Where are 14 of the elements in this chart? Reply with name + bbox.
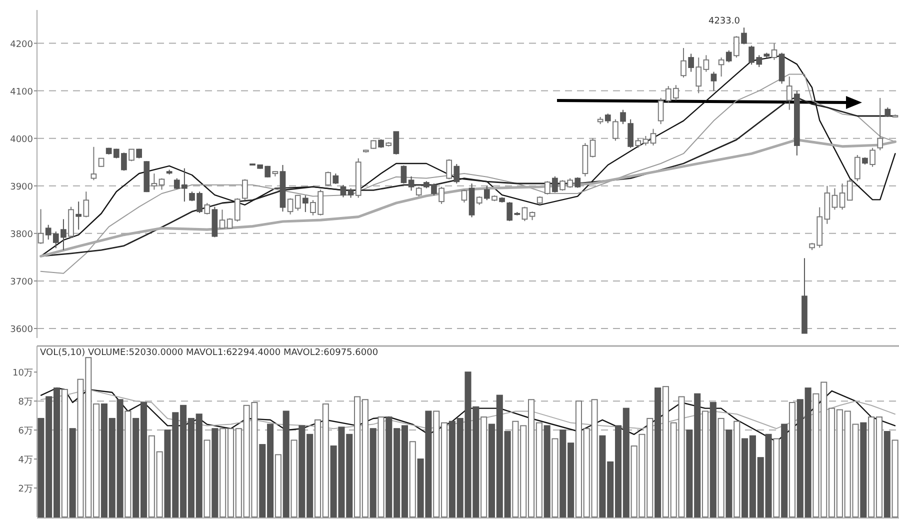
- y-tick-label: 2万: [18, 484, 33, 495]
- y-tick-label: 3600: [10, 324, 34, 335]
- y-tick-label: 3800: [10, 230, 34, 240]
- chart-title: VOL(5,10) VOLUME:52030.0000 MAVOL1:62294.4000 MAVOL2:60975.6000: [40, 348, 378, 358]
- y-tick-label: 8万: [18, 398, 33, 408]
- y-tick-label: 3900: [10, 182, 34, 192]
- y-tick-label: 4000: [10, 134, 34, 145]
- y-tick-label: 10万: [12, 368, 33, 379]
- y-tick-label: 4万: [18, 456, 33, 466]
- annotation: 4233.0: [708, 16, 740, 27]
- y-tick-label: 4100: [10, 87, 34, 98]
- y-tick-label: 4200: [10, 40, 34, 50]
- y-tick-label: 3700: [10, 277, 34, 288]
- y-tick-label: 6万: [18, 426, 33, 437]
